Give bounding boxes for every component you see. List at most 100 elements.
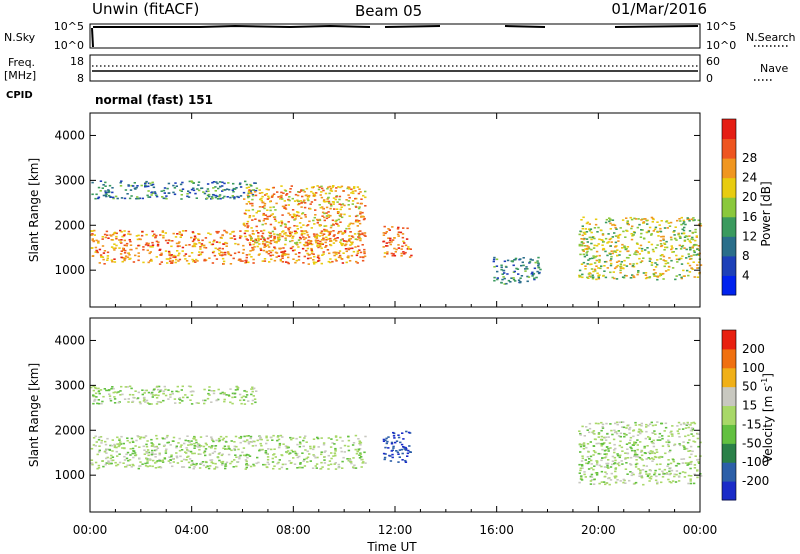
- scatter-cell-main-band: [278, 459, 281, 461]
- scatter-cell-main-band: [266, 439, 269, 442]
- scatter-cell-main-band: [282, 247, 285, 249]
- scatter-cell-upper-band: [127, 184, 130, 186]
- scatter-cell-rising-arc: [334, 198, 337, 201]
- scatter-cell-rising-arc: [247, 225, 250, 227]
- scatter-cell-main-band: [91, 463, 94, 466]
- scatter-cell-noon-patch: [404, 251, 407, 254]
- scatter-cell-rising-arc: [352, 222, 355, 225]
- scatter-cell-evening-band: [587, 246, 590, 248]
- scatter-cell-evening-band: [614, 251, 618, 253]
- nsearch-tick-top: 10^5: [706, 20, 736, 33]
- scatter-cell-noon-patch: [383, 255, 386, 258]
- scatter-cell-main-band: [218, 452, 221, 454]
- scatter-cell-main-band: [249, 244, 252, 246]
- scatter-cell-upper-band: [190, 403, 194, 405]
- scatter-cell-rising-arc: [340, 216, 344, 219]
- scatter-cell-main-band: [210, 446, 213, 449]
- scatter-cell-evening-band: [661, 476, 665, 478]
- scatter-cell-main-band: [284, 243, 287, 246]
- scatter-cell-main-band: [256, 456, 259, 459]
- scatter-cell-main-band: [294, 452, 297, 455]
- scatter-cell-evening-band: [597, 432, 601, 434]
- scatter-cell-upper-band: [163, 385, 166, 388]
- scatter-cell-evening-band: [642, 222, 645, 224]
- scatter-cell-main-band: [225, 435, 228, 438]
- velocity-panel: 00:00 04:00 08:00 12:00 16:00 20:00 00:00 1000…: [27, 317, 775, 554]
- scatter-cell-main-band: [147, 454, 150, 457]
- scatter-cell-evening-band: [625, 248, 628, 250]
- scatter-cell-main-band: [287, 253, 290, 256]
- scatter-cell-rising-arc: [255, 225, 258, 228]
- scatter-cell-evening-band: [624, 457, 627, 459]
- scatter-cell-upper-band: [167, 182, 171, 185]
- scatter-cell-upper-band: [219, 186, 222, 188]
- scatter-cell-evening-band: [644, 249, 647, 251]
- scatter-cell-main-band: [305, 241, 308, 244]
- scatter-cell-main-band: [120, 256, 123, 259]
- scatter-cell-rising-arc: [348, 215, 351, 217]
- scatter-cell-noon-patch: [403, 448, 406, 450]
- scatter-cell-rising-arc: [346, 187, 349, 190]
- scatter-cell-main-band: [204, 448, 208, 450]
- scatter-cell-evening-band: [586, 245, 589, 247]
- scatter-cell-evening-band: [669, 467, 672, 469]
- scatter-cell-evening-band: [659, 239, 662, 242]
- scatter-cell-main-band: [90, 459, 94, 461]
- scatter-cell-main-band: [237, 251, 241, 254]
- scatter-cell-upper-band: [107, 191, 110, 194]
- scatter-cell-evening-band: [647, 241, 651, 243]
- y-tick-label: 3000: [54, 173, 85, 187]
- scatter-cell-main-band: [208, 241, 211, 244]
- scatter-cell-evening-band: [590, 231, 593, 234]
- scatter-cell-afternoon-blob: [496, 270, 499, 273]
- scatter-cell-evening-band: [678, 274, 681, 276]
- scatter-cell-upper-band: [145, 389, 148, 392]
- scatter-cell-upper-band: [92, 385, 95, 388]
- scatter-cell-main-band: [329, 261, 332, 264]
- scatter-cell-main-band: [256, 245, 259, 248]
- scatter-cell-main-band: [112, 233, 115, 236]
- scatter-cell-afternoon-blob: [522, 257, 525, 259]
- scatter-cell-evening-band: [648, 257, 652, 260]
- scatter-cell-main-band: [316, 245, 319, 248]
- scatter-cell-upper-band: [134, 188, 137, 190]
- scatter-cell-main-band: [123, 259, 126, 262]
- scatter-cell-noon-patch: [400, 252, 403, 255]
- scatter-cell-evening-band: [683, 247, 686, 249]
- scatter-cell-noon-patch: [394, 251, 397, 253]
- scatter-cell-main-band: [331, 442, 334, 444]
- scatter-cell-evening-band: [652, 458, 655, 461]
- scatter-cell-afternoon-blob: [517, 273, 520, 275]
- scatter-cell-evening-band: [595, 460, 598, 462]
- scatter-cell-rising-arc: [246, 194, 250, 197]
- scatter-cell-main-band: [258, 449, 261, 452]
- scatter-cell-noon-patch: [404, 449, 408, 451]
- scatter-cell-evening-band: [601, 427, 605, 429]
- scatter-cell-rising-arc: [303, 199, 306, 202]
- scatter-cell-main-band: [224, 241, 227, 244]
- scatter-cell-evening-band: [634, 218, 638, 220]
- scatter-cell-main-band: [212, 440, 215, 443]
- scatter-cell-noon-patch: [387, 436, 390, 438]
- scatter-cell-evening-band: [631, 444, 635, 446]
- scatter-cell-main-band: [119, 443, 123, 445]
- scatter-cell-main-band: [113, 231, 117, 234]
- scatter-cell-upper-band: [247, 196, 250, 199]
- scatter-cell-upper-band: [105, 389, 108, 392]
- scatter-cell-main-band: [313, 255, 316, 258]
- scatter-cell-rising-arc: [278, 236, 281, 239]
- scatter-cell-rising-arc: [284, 190, 288, 192]
- scatter-cell-evening-band: [583, 435, 586, 437]
- y-tick-label: 1000: [54, 468, 85, 482]
- scatter-cell-evening-band: [598, 238, 601, 241]
- scatter-cell-main-band: [227, 453, 231, 456]
- scatter-cell-main-band: [241, 260, 244, 262]
- scatter-cell-main-band: [94, 461, 98, 464]
- scatter-cell-main-band: [270, 258, 273, 261]
- scatter-cell-main-band: [245, 453, 249, 456]
- scatter-cell-rising-arc: [297, 215, 301, 217]
- scatter-cell-upper-band: [250, 393, 253, 396]
- scatter-cell-evening-band: [633, 441, 636, 443]
- scatter-cell-evening-band: [640, 450, 644, 452]
- scatter-cell-main-band: [115, 244, 118, 247]
